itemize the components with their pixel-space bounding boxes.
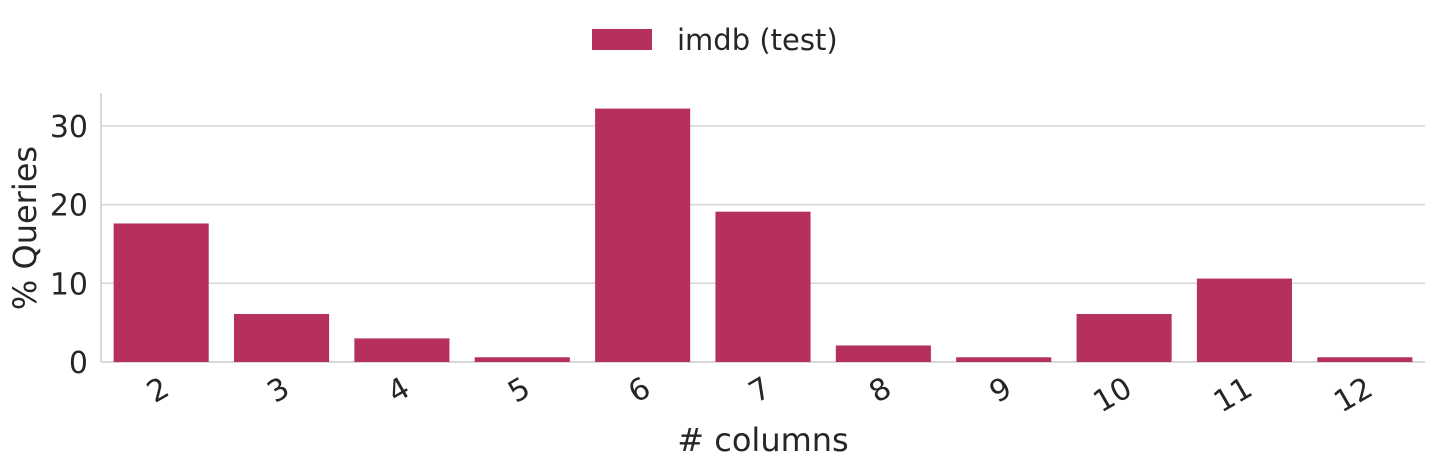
x-tick-label: 9 [984, 371, 1018, 411]
bar [1196, 278, 1292, 362]
y-tick-label: 0 [69, 346, 88, 381]
x-tick-label: 10 [1088, 371, 1139, 420]
y-tick-label: 30 [50, 110, 88, 145]
x-tick-label: 6 [623, 371, 657, 411]
x-tick-label: 8 [863, 371, 897, 411]
bar [354, 338, 450, 362]
legend-swatch [592, 29, 652, 50]
legend: imdb (test) [592, 23, 838, 57]
x-tick-label: 3 [262, 371, 296, 411]
x-tick-label: 12 [1328, 371, 1379, 420]
x-tick-label: 5 [502, 371, 536, 411]
y-tick-label: 10 [50, 267, 88, 302]
bar [595, 108, 691, 362]
x-tick-label: 2 [141, 371, 175, 411]
x-tick-labels: 2 3 4 5 6 7 8 9 10 11 12 [141, 371, 1379, 420]
x-tick-label: 11 [1208, 371, 1259, 420]
x-tick-label: 4 [382, 371, 416, 411]
bar [835, 345, 931, 362]
y-axis-label: % Queries [6, 146, 44, 310]
y-tick-label: 20 [50, 189, 88, 224]
bar [1317, 357, 1413, 362]
bar [1076, 313, 1172, 362]
y-tick-labels: 0 10 20 30 [50, 110, 88, 381]
bars [113, 108, 1413, 362]
bar [113, 223, 209, 362]
bar [474, 357, 570, 362]
bar [715, 211, 811, 362]
x-tick-label: 7 [743, 371, 777, 411]
bar [234, 313, 330, 362]
legend-label: imdb (test) [677, 23, 838, 57]
bar [956, 357, 1052, 362]
x-axis-label: # columns [677, 421, 848, 459]
